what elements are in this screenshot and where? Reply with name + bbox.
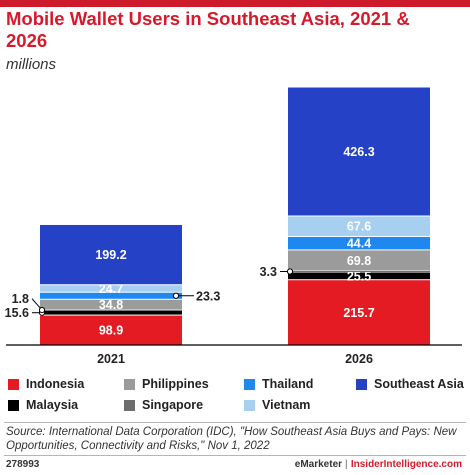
- bar-segment-southeast-asia-2026: [288, 87, 430, 216]
- x-tick-label-2021: 2021: [97, 352, 125, 366]
- chart-title: Mobile Wallet Users in Southeast Asia, 2…: [6, 8, 410, 51]
- bar-segment-southeast-asia-2021: [40, 224, 182, 285]
- bar-segment-vietnam-2026: [288, 216, 430, 236]
- data-label-philippines-2026: 69.8: [347, 254, 371, 268]
- bar-segment-indonesia-2026: [288, 280, 430, 345]
- footer-divider: [4, 455, 466, 456]
- bar-segment-thailand-2021: [40, 292, 182, 299]
- data-label-southeast-asia-2021: 199.2: [95, 248, 126, 262]
- brand-insider-intelligence: InsiderIntelligence.com: [350, 459, 462, 470]
- leader-dot-singapore-2026: [286, 268, 294, 275]
- bar-segment-singapore-2026: [288, 271, 430, 273]
- legend-label-philippines: Philippines: [142, 377, 209, 391]
- stacked-bar-chart: 98.9 34.8 24.7 199.2 15.61.8 23.3 2021 215.7 25.…: [5, 87, 462, 366]
- bar-segment-malaysia-2026: [288, 272, 430, 280]
- bar-segment-malaysia-2021: [40, 310, 182, 315]
- legend-label-thailand: Thailand: [262, 377, 314, 391]
- legend-swatch-thailand: [244, 378, 255, 390]
- legend-item-singapore: Singapore: [124, 398, 203, 412]
- legend-swatch-southeast-asia: [356, 378, 367, 390]
- legend-item-southeast-asia: Southeast Asia: [356, 377, 464, 391]
- legend-item-vietnam: Vietnam: [244, 398, 310, 412]
- data-label-philippines-2021: 34.8: [99, 298, 123, 312]
- legend-item-philippines: Philippines: [124, 377, 209, 391]
- chart-legend: Indonesia Philippines Thailand Southeast…: [8, 373, 468, 419]
- legend-swatch-indonesia: [8, 378, 19, 390]
- leader-dot-thailand-2021: [172, 292, 180, 299]
- x-tick-label-2026: 2026: [345, 352, 373, 366]
- legend-label-southeast-asia: Southeast Asia: [374, 377, 464, 391]
- legend-label-vietnam: Vietnam: [262, 398, 311, 412]
- brand-emarketer: eMarketer: [294, 459, 343, 470]
- data-label-indonesia-2021: 98.9: [99, 324, 123, 338]
- bar-segment-vietnam-2021: [40, 285, 182, 292]
- bar-segment-philippines-2021: [40, 299, 182, 310]
- legend-item-indonesia: Indonesia: [8, 377, 84, 391]
- data-label-vietnam-2026: 67.6: [347, 220, 371, 234]
- legend-label-malaysia: Malaysia: [26, 398, 79, 412]
- legend-swatch-philippines: [124, 378, 135, 390]
- top-accent-bar: [0, 0, 470, 7]
- data-label-indonesia-2026: 215.7: [343, 306, 374, 320]
- data-label-malaysia-2026: 25.5: [347, 269, 371, 283]
- legend-swatch-singapore: [124, 399, 135, 411]
- leader-dot-singapore-2021: [38, 306, 46, 314]
- brand-separator: |: [345, 459, 348, 470]
- footer-brand: eMarketer | InsiderIntelligence.com: [295, 459, 462, 470]
- data-label-vietnam-2021: 24.7: [99, 282, 123, 296]
- bar-segment-indonesia-2021: [40, 315, 182, 345]
- data-label-thailand-2026: 44.4: [347, 237, 371, 251]
- chart-id: 278993: [6, 459, 40, 470]
- legend-swatch-malaysia: [8, 399, 19, 411]
- chart-subtitle: millions: [6, 56, 57, 73]
- legend-label-singapore: Singapore: [142, 398, 204, 412]
- data-label-singapore-2021: 1.8: [12, 292, 29, 306]
- legend-item-thailand: Thailand: [244, 377, 313, 391]
- legend-item-malaysia: Malaysia: [8, 398, 78, 412]
- source-note: Source: International Data Corporation (…: [6, 426, 457, 452]
- bar-segment-singapore-2021: [40, 309, 182, 311]
- bar-segment-philippines-2026: [288, 250, 430, 271]
- bar-segment-thailand-2026: [288, 236, 430, 250]
- legend-label-indonesia: Indonesia: [26, 377, 85, 391]
- legend-swatch-vietnam: [244, 399, 255, 411]
- source-divider: [4, 422, 466, 423]
- data-label-thailand-2021: 23.3: [196, 289, 220, 303]
- data-label-malaysia-2021: 15.6: [5, 306, 29, 320]
- data-label-singapore-2026: 3.3: [260, 265, 277, 279]
- data-label-southeast-asia-2026: 426.3: [343, 145, 374, 159]
